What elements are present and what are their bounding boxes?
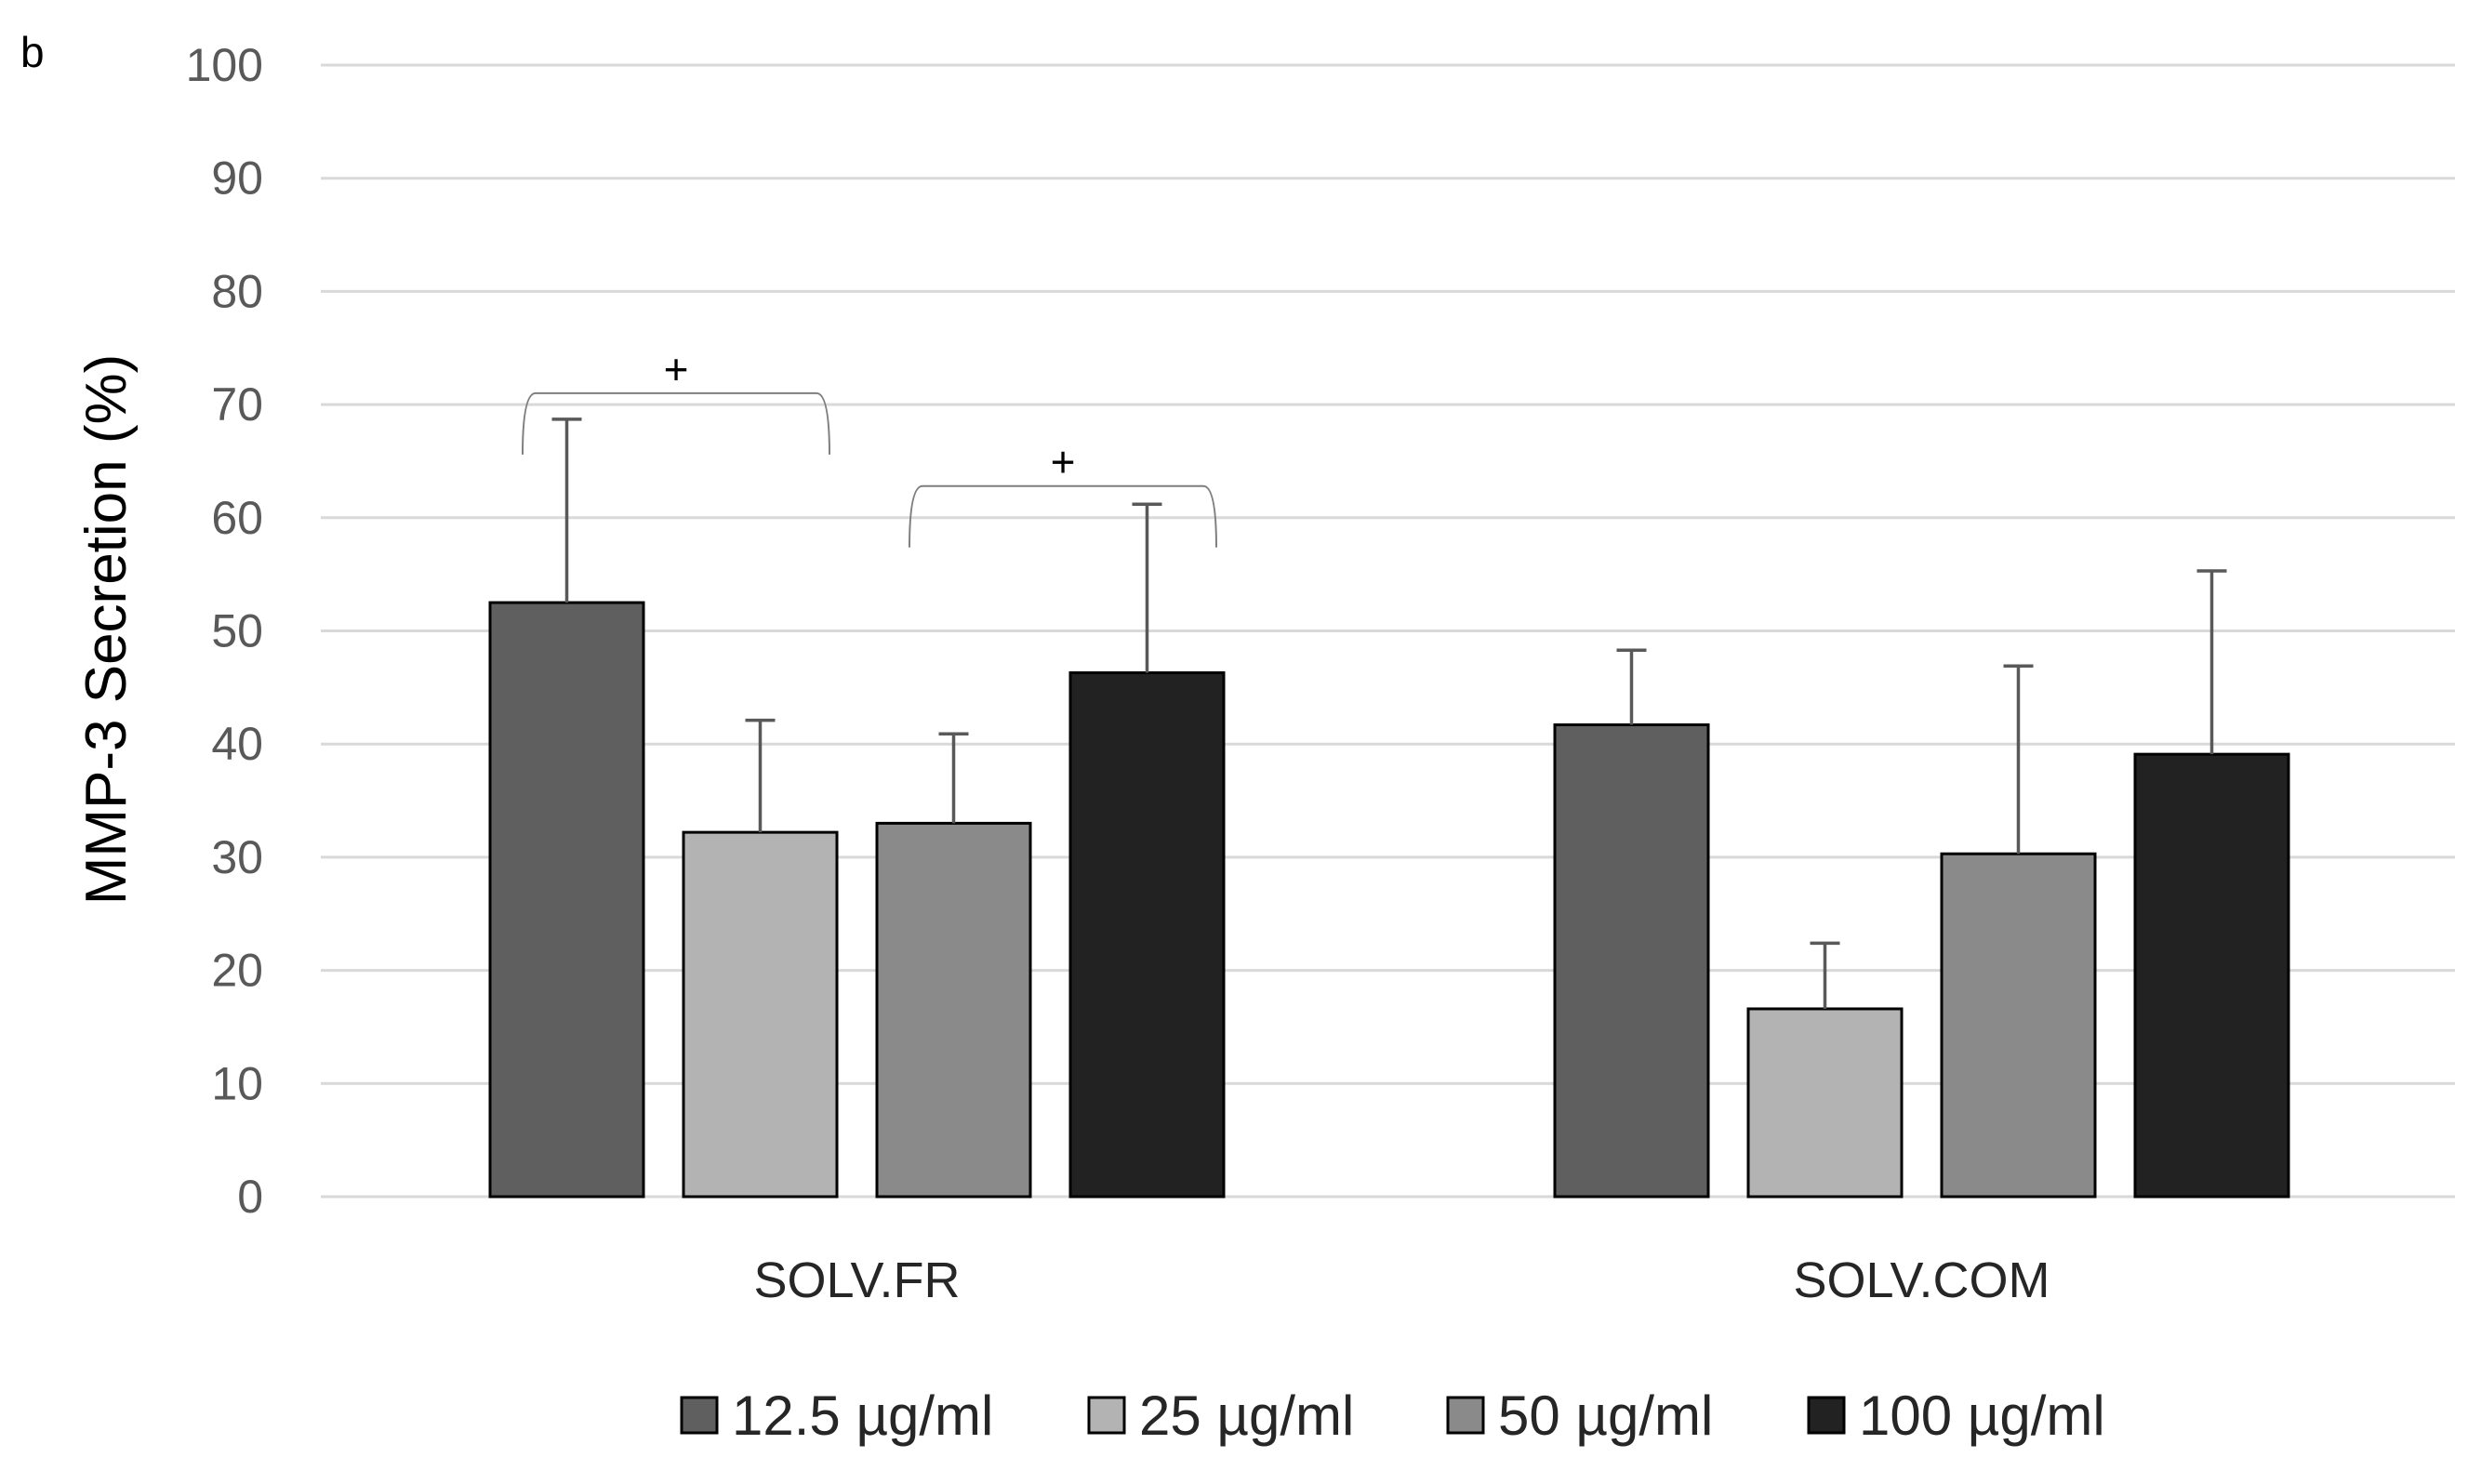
significance-marker: + (664, 345, 689, 393)
y-axis-label: MMP-3 Secretion (%) (74, 354, 139, 906)
y-tick-label: 70 (211, 378, 263, 431)
y-tick-label: 10 (211, 1057, 263, 1109)
error-bars (551, 417, 2227, 1009)
y-tick-label: 90 (211, 152, 263, 205)
bar (682, 830, 839, 1199)
legend-entry: 12.5 µg/ml (680, 1385, 993, 1447)
y-tick-label: 60 (211, 492, 263, 544)
bars (488, 601, 2290, 1199)
x-category-label: SOLV.FR (753, 1252, 960, 1308)
legend-entry: 100 µg/ml (1807, 1385, 2105, 1447)
legend-swatch (1446, 1396, 1485, 1435)
y-tick-label: 40 (211, 718, 263, 770)
panel-label: b (20, 28, 45, 76)
bar (2133, 752, 2290, 1199)
legend-label: 12.5 µg/ml (732, 1385, 993, 1447)
y-tick-label: 0 (237, 1171, 263, 1223)
y-tick-label: 100 (186, 39, 263, 91)
bar (1068, 671, 1226, 1199)
y-tick-label: 20 (211, 945, 263, 997)
y-tick-label: 80 (211, 265, 263, 317)
y-axis-ticks: 0 10 20 30 40 50 60 70 80 90 100 (186, 39, 263, 1223)
legend-label: 50 µg/ml (1498, 1385, 1713, 1447)
legend-entry: 25 µg/ml (1087, 1385, 1354, 1447)
legend-swatch (1087, 1396, 1126, 1435)
significance-bracket (909, 484, 1217, 548)
gridlines (321, 63, 2455, 1199)
y-tick-label: 30 (211, 831, 263, 883)
bar (488, 601, 645, 1199)
bar (1940, 852, 2097, 1199)
significance-marker: + (1051, 438, 1076, 486)
legend-swatch (1807, 1396, 1846, 1435)
legend-entry: 50 µg/ml (1446, 1385, 1713, 1447)
x-axis-categories: SOLV.FR SOLV.COM (753, 1252, 2050, 1308)
significance-bracket (522, 391, 830, 455)
y-tick-label: 50 (211, 605, 263, 657)
bar (1746, 1007, 1904, 1199)
legend-swatch (680, 1396, 719, 1435)
bar (1553, 723, 1710, 1199)
legend-label: 25 µg/ml (1139, 1385, 1354, 1447)
legend-label: 100 µg/ml (1859, 1385, 2105, 1447)
legend: 12.5 µg/ml 25 µg/ml 50 µg/ml 100 µg/ml (680, 1385, 2105, 1447)
bar (875, 821, 1032, 1199)
significance-brackets: ++ (522, 345, 1217, 548)
x-category-label: SOLV.COM (1793, 1252, 2050, 1308)
